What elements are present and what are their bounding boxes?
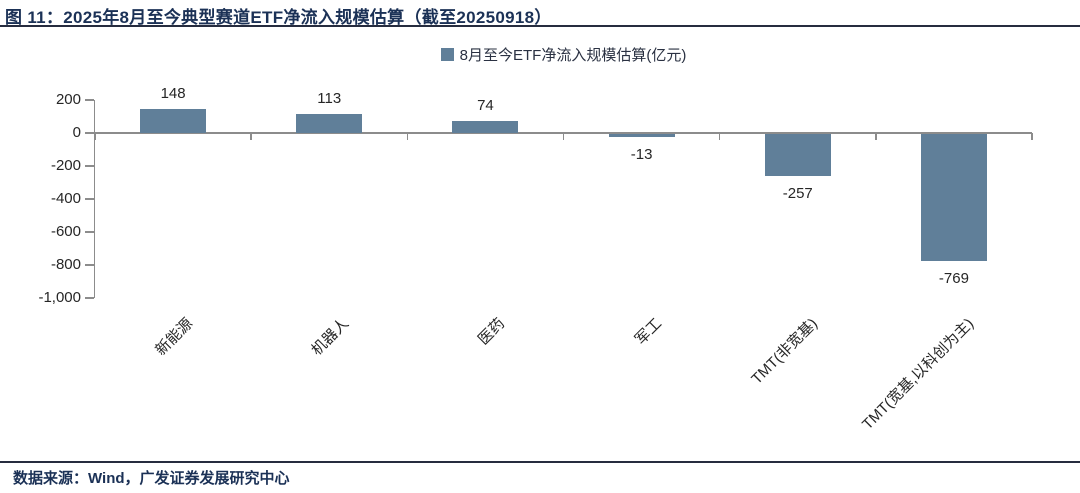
x-axis-tick (718, 133, 721, 140)
bar-value-label: 113 (317, 90, 342, 108)
y-axis-tick (84, 264, 94, 266)
chart-legend: 8月至今ETF净流入规模估算(亿元) (95, 44, 1032, 65)
x-axis-tick (875, 133, 877, 140)
y-axis-tick (84, 165, 94, 167)
title-rule (0, 25, 1080, 27)
y-axis-tick (84, 231, 94, 233)
bar-value-label: 74 (477, 96, 494, 114)
legend-label: 8月至今ETF净流入规模估算(亿元) (459, 47, 687, 64)
footer-rule (0, 461, 1080, 463)
bar (920, 133, 987, 261)
category-label: 军工 (631, 315, 665, 349)
x-axis-line (95, 132, 1032, 134)
x-axis-tick (406, 133, 409, 140)
x-axis-tick (250, 133, 252, 140)
bar-value-label: 148 (160, 84, 186, 102)
figure-title: 图 11：2025年8月至今典型赛道ETF净流入规模估算（截至20250918） (5, 8, 552, 27)
bar-value-label: -13 (630, 146, 653, 164)
y-axis-tick-label: 200 (55, 91, 81, 108)
y-axis-tick (84, 132, 94, 134)
y-axis-tick-label: -1,000 (38, 289, 81, 306)
category-label: 医药 (475, 315, 509, 349)
y-axis-tick-label: -800 (50, 256, 81, 273)
x-axis-tick (1031, 133, 1033, 140)
y-axis-tick (84, 99, 94, 101)
y-axis-tick-label: -200 (50, 157, 81, 174)
source-note: 数据来源：Wind，广发证券发展研究中心 (13, 470, 290, 487)
category-label: TMT(宽基,以科创为主) (858, 315, 978, 434)
category-label: 机器人 (308, 315, 353, 359)
category-label: 新能源 (152, 315, 197, 359)
x-axis-tick (94, 133, 96, 140)
bar-value-label: -257 (782, 185, 813, 203)
x-axis-tick (562, 133, 565, 140)
bar (452, 120, 519, 133)
y-axis-tick (84, 297, 94, 299)
category-label: TMT(非宽基) (748, 315, 821, 388)
y-axis-tick (84, 198, 94, 200)
y-axis-tick-label: 0 (72, 124, 81, 141)
legend-swatch-icon (440, 48, 454, 61)
bar (608, 133, 675, 138)
bar (764, 133, 831, 177)
bar (140, 108, 207, 133)
y-axis-tick-label: -600 (50, 223, 81, 240)
bar (296, 114, 363, 133)
bar-value-label: -769 (938, 269, 969, 287)
y-axis-tick-label: -400 (50, 190, 81, 207)
y-axis-line (93, 100, 95, 298)
